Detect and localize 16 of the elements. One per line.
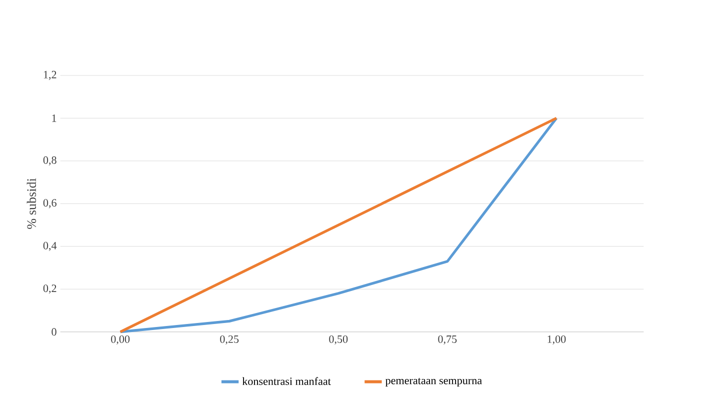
x-tick-label: 0,75 — [438, 335, 457, 344]
line-series — [119, 116, 558, 334]
x-tick-label: 0,25 — [220, 335, 239, 344]
y-tick-label: 0,2 — [43, 284, 56, 294]
x-tick-label: 0,00 — [111, 335, 130, 344]
y-tick-label: 1 — [52, 114, 56, 122]
y-tick-label: 1,2 — [44, 70, 56, 80]
y-tick-label: 0,4 — [43, 242, 57, 251]
x-tick-label: 0,50 — [329, 335, 348, 344]
legend-label: pemerataan sempurna — [385, 378, 482, 386]
y-tick-label: 0,6 — [43, 198, 56, 208]
x-tick-label: 1,00 — [548, 335, 566, 344]
y-tick-label: 0 — [52, 328, 56, 336]
y-tick-label: 0,8 — [43, 156, 56, 166]
y-axis-title: % subsidi — [26, 178, 36, 229]
legend-label: konsentrasi manfaat — [242, 376, 331, 385]
